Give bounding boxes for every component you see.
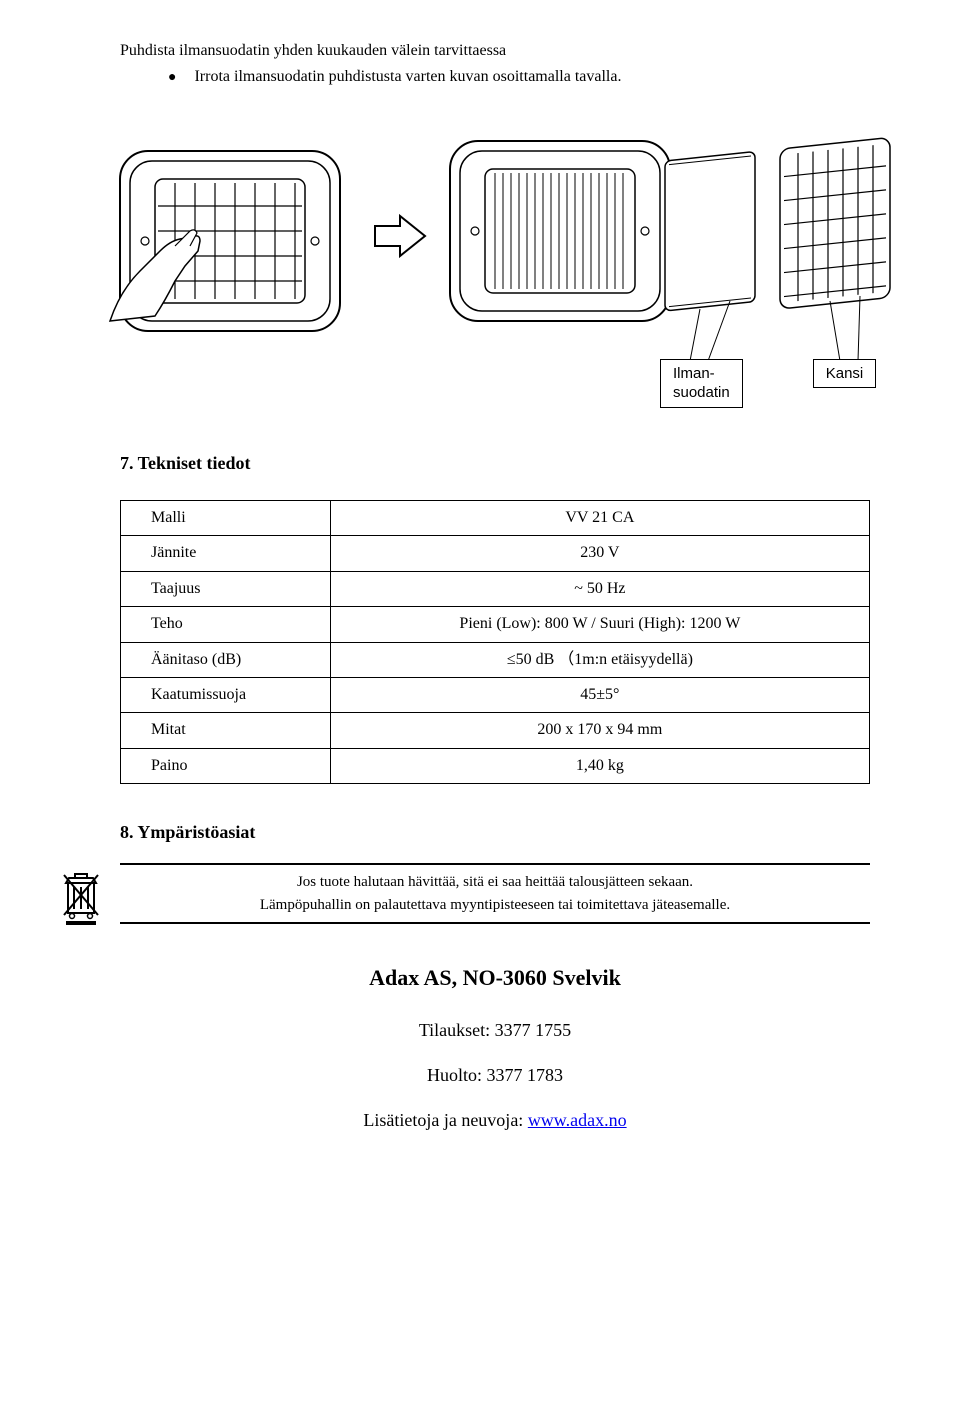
spec-label: Mitat — [121, 713, 331, 748]
env-text-box: Jos tuote halutaan hävittää, sitä ei saa… — [120, 863, 870, 924]
spec-label: Malli — [121, 500, 331, 535]
arrow-icon — [370, 211, 430, 261]
service-label: Huolto: — [427, 1065, 482, 1085]
info-line: Lisätietoja ja neuvoja: www.adax.no — [120, 1108, 870, 1133]
filter-label-line2: suodatin — [673, 383, 730, 403]
table-row: Jännite 230 V — [121, 536, 870, 571]
env-content: Jos tuote halutaan hävittää, sitä ei saa… — [120, 863, 870, 927]
spec-value: ~ 50 Hz — [330, 571, 869, 606]
spec-value: 1,40 kg — [330, 748, 869, 783]
table-row: Mitat 200 x 170 x 94 mm — [121, 713, 870, 748]
table-row: Teho Pieni (Low): 800 W / Suuri (High): … — [121, 607, 870, 642]
spec-value: VV 21 CA — [330, 500, 869, 535]
company-section: Adax AS, NO-3060 Svelvik Tilaukset: 3377… — [120, 963, 870, 1133]
heater-right-illustration — [440, 121, 900, 361]
table-row: Äänitaso (dB) ≤50 dB （1m:n etäisyydellä) — [121, 642, 870, 677]
table-row: Paino 1,40 kg — [121, 748, 870, 783]
orders-label: Tilaukset: — [419, 1020, 490, 1040]
spec-label: Äänitaso (dB) — [121, 642, 331, 677]
service-value: 3377 1783 — [487, 1065, 564, 1085]
diagram-area: Ilman- suodatin Kansi — [120, 121, 870, 401]
spec-label: Taajuus — [121, 571, 331, 606]
intro-bullet-text: Irrota ilmansuodatin puhdistusta varten … — [194, 66, 621, 88]
service-line: Huolto: 3377 1783 — [120, 1063, 870, 1088]
spec-table: Malli VV 21 CA Jännite 230 V Taajuus ~ 5… — [120, 500, 870, 784]
cover-label-box: Kansi — [813, 359, 877, 389]
spec-label: Kaatumissuoja — [121, 677, 331, 712]
info-label: Lisätietoja ja neuvoja: — [363, 1110, 523, 1130]
section8: 8. Ympäristöasiat Jos tuote halutaan häv… — [120, 820, 870, 927]
spec-label: Jännite — [121, 536, 331, 571]
section7-title: 7. Tekniset tiedot — [120, 451, 870, 476]
filter-label-box: Ilman- suodatin — [660, 359, 743, 408]
spec-value: Pieni (Low): 800 W / Suuri (High): 1200 … — [330, 607, 869, 642]
heater-left-illustration — [100, 131, 360, 351]
intro-bullet-row: ● Irrota ilmansuodatin puhdistusta varte… — [168, 66, 870, 88]
orders-value: 3377 1755 — [495, 1020, 572, 1040]
orders-line: Tilaukset: 3377 1755 — [120, 1018, 870, 1043]
company-name: Adax AS, NO-3060 Svelvik — [120, 963, 870, 994]
spec-value: 200 x 170 x 94 mm — [330, 713, 869, 748]
spec-table-body: Malli VV 21 CA Jännite 230 V Taajuus ~ 5… — [121, 500, 870, 783]
table-row: Taajuus ~ 50 Hz — [121, 571, 870, 606]
cover-label: Kansi — [826, 364, 864, 384]
info-link[interactable]: www.adax.no — [528, 1110, 627, 1130]
bullet-icon: ● — [168, 68, 176, 88]
intro-heading: Puhdista ilmansuodatin yhden kuukauden v… — [120, 40, 870, 62]
section8-title: 8. Ympäristöasiat — [120, 820, 870, 845]
env-line2: Lämpöpuhallin on palautettava myyntipist… — [120, 894, 870, 917]
diagram-labels: Ilman- suodatin Kansi — [660, 359, 876, 408]
filter-label-line1: Ilman- — [673, 364, 730, 384]
intro-section: Puhdista ilmansuodatin yhden kuukauden v… — [120, 40, 870, 89]
spec-value: 45±5° — [330, 677, 869, 712]
spec-label: Paino — [121, 748, 331, 783]
spec-value: 230 V — [330, 536, 869, 571]
table-row: Kaatumissuoja 45±5° — [121, 677, 870, 712]
env-line1: Jos tuote halutaan hävittää, sitä ei saa… — [120, 871, 870, 894]
spec-value: ≤50 dB （1m:n etäisyydellä) — [330, 642, 869, 677]
weee-icon — [60, 869, 102, 927]
table-row: Malli VV 21 CA — [121, 500, 870, 535]
spec-label: Teho — [121, 607, 331, 642]
